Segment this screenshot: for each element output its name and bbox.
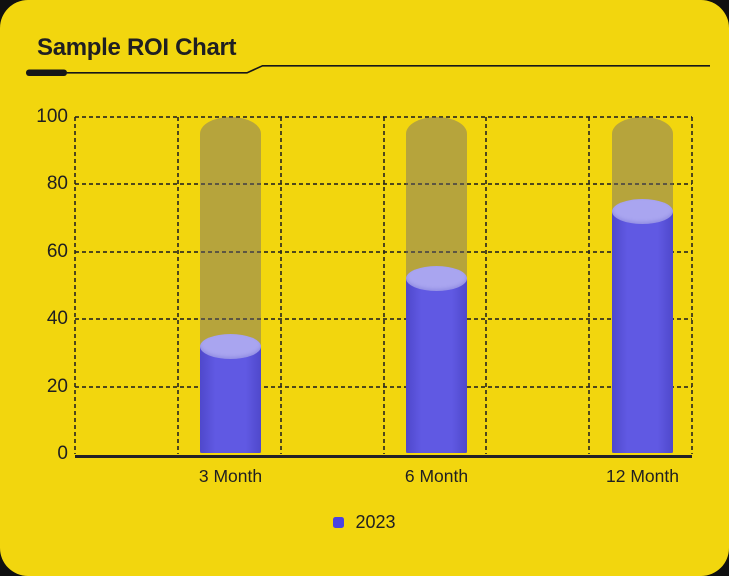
gridline-vertical-3 bbox=[382, 117, 385, 454]
bar-top-ellipse-6-month bbox=[406, 266, 467, 292]
gridline-vertical-2 bbox=[279, 117, 282, 454]
chart-title: Sample ROI Chart bbox=[37, 34, 237, 61]
y-tick-label-20: 20 bbox=[46, 375, 68, 397]
bar-6-month[interactable] bbox=[406, 278, 467, 453]
y-tick-label-0: 0 bbox=[57, 443, 68, 464]
y-tick-label-80: 80 bbox=[46, 173, 68, 195]
x-axis-line bbox=[75, 455, 692, 458]
gridline-vertical-1 bbox=[176, 117, 179, 454]
legend-label: 2023 bbox=[355, 512, 396, 532]
y-tick-label-60: 60 bbox=[46, 240, 68, 262]
bar-top-ellipse-3-month bbox=[200, 333, 261, 359]
bar-3-month[interactable] bbox=[200, 346, 261, 453]
y-tick-label-100: 100 bbox=[36, 106, 68, 127]
gridline-vertical-6 bbox=[691, 117, 693, 454]
bar-12-month[interactable] bbox=[612, 211, 673, 453]
gridline-vertical-0 bbox=[74, 117, 76, 454]
x-category-label-12-month: 12 Month bbox=[606, 466, 679, 486]
legend: 2023 bbox=[0, 511, 729, 533]
x-category-label-3-month: 3 Month bbox=[198, 466, 263, 486]
bar-top-ellipse-12-month bbox=[612, 198, 673, 224]
y-tick-label-40: 40 bbox=[46, 308, 68, 330]
gridline-vertical-5 bbox=[588, 117, 591, 454]
legend-item-2023[interactable]: 2023 bbox=[333, 512, 396, 532]
legend-swatch-icon bbox=[333, 516, 345, 528]
gridline-vertical-4 bbox=[485, 117, 488, 454]
x-category-label-6-month: 6 Month bbox=[404, 466, 469, 486]
